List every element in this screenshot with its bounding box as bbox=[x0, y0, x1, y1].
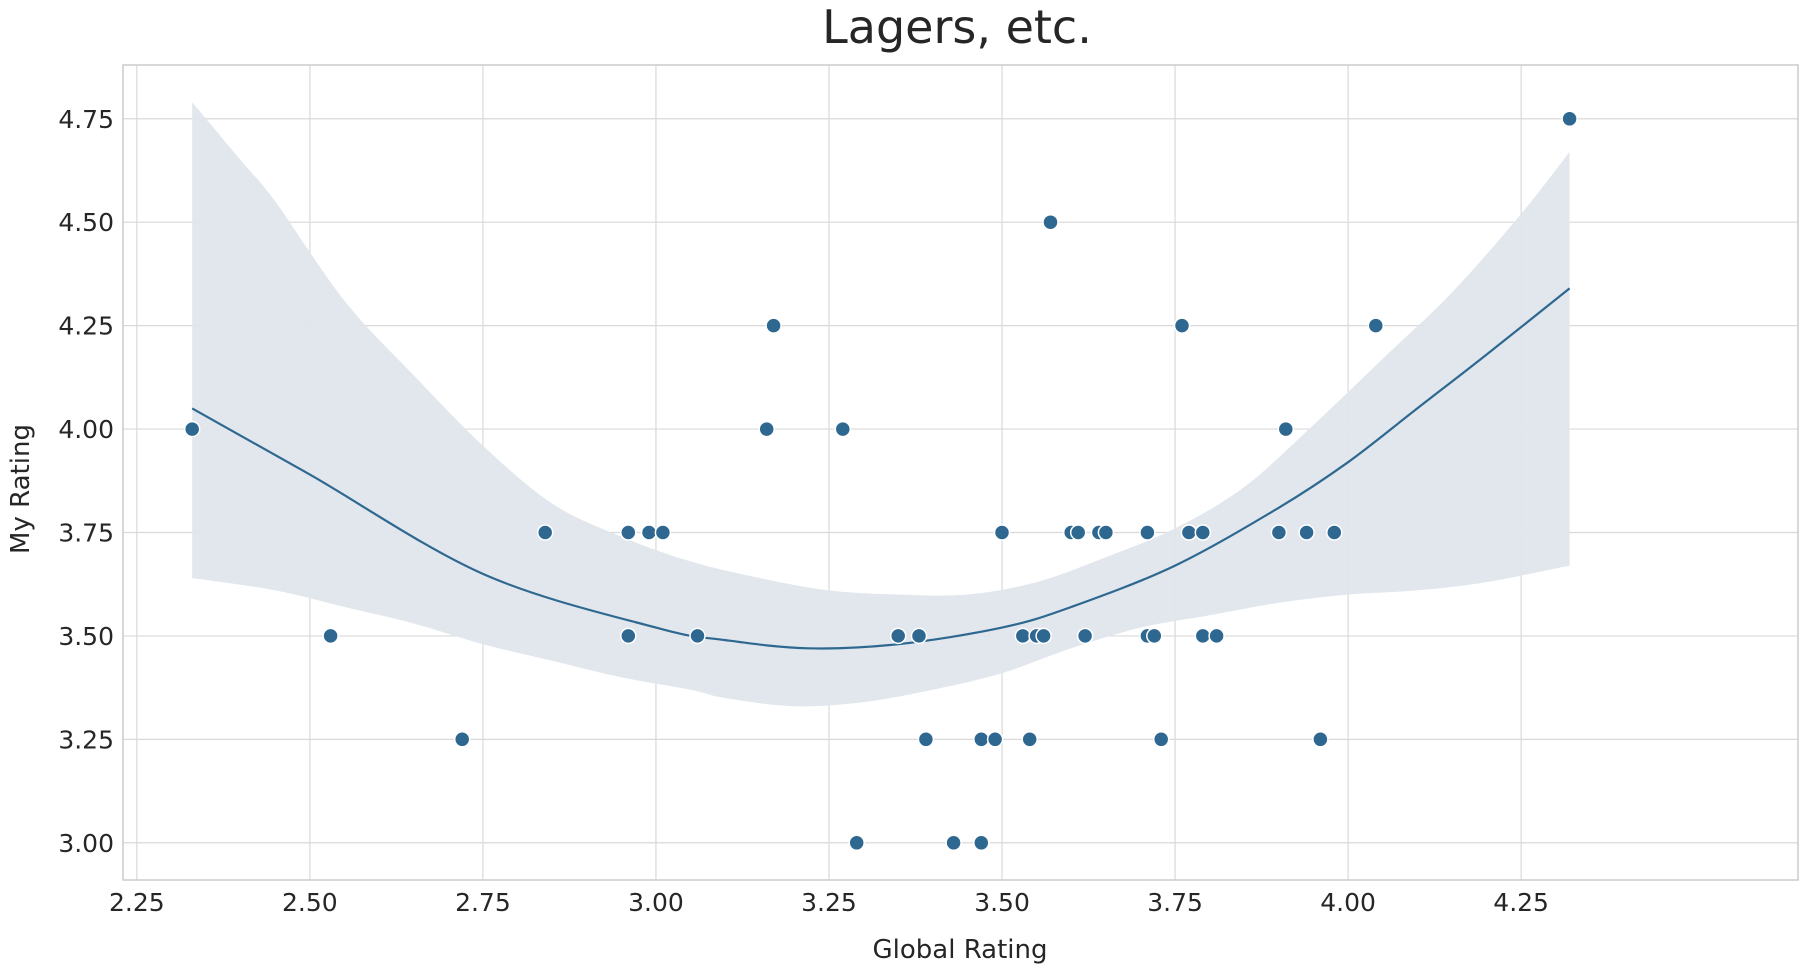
regression-line bbox=[191, 287, 1571, 650]
y-tick-label: 3.50 bbox=[58, 622, 114, 651]
y-tick-label: 3.25 bbox=[58, 725, 114, 754]
data-point bbox=[1069, 524, 1087, 541]
y-tick-label: 3.00 bbox=[58, 829, 114, 858]
data-point bbox=[1076, 627, 1094, 645]
data-point bbox=[1152, 731, 1170, 748]
data-point bbox=[1014, 627, 1032, 645]
data-point bbox=[1326, 524, 1343, 541]
data-point bbox=[640, 524, 658, 541]
confidence-band bbox=[192, 102, 1570, 707]
data-point bbox=[1312, 731, 1329, 748]
y-tick-label: 4.00 bbox=[58, 415, 114, 444]
data-point bbox=[453, 731, 471, 748]
data-point bbox=[889, 627, 907, 645]
x-tick-label: 2.50 bbox=[282, 888, 338, 917]
data-point bbox=[1139, 524, 1156, 541]
x-tick-label: 3.75 bbox=[1147, 888, 1203, 917]
data-point bbox=[1035, 627, 1052, 645]
data-point bbox=[1146, 627, 1163, 645]
data-point bbox=[993, 524, 1011, 541]
plot-frame bbox=[122, 64, 1799, 881]
data-point bbox=[1561, 110, 1578, 128]
data-point bbox=[1097, 524, 1115, 541]
x-tick-label: 2.25 bbox=[109, 888, 165, 917]
y-tick-labels: 3.00 3.25 3.50 3.75 4.00 4.25 4.50 4.75 bbox=[58, 105, 114, 858]
data-point bbox=[945, 834, 962, 852]
y-tick-label: 4.25 bbox=[58, 312, 114, 341]
data-point bbox=[1042, 213, 1059, 231]
y-axis-label: My Rating bbox=[6, 424, 36, 554]
data-point bbox=[1194, 627, 1212, 645]
data-point bbox=[1208, 627, 1225, 645]
data-point bbox=[1194, 524, 1212, 541]
x-tick-label: 4.25 bbox=[1493, 888, 1549, 917]
chart-title: Lagers, etc. bbox=[822, 0, 1092, 54]
x-axis-label: Global Rating bbox=[872, 935, 1047, 965]
data-point bbox=[654, 524, 672, 541]
x-tick-labels: 2.25 2.50 2.75 3.00 3.25 3.50 3.75 4.00 4.25 bbox=[109, 888, 1549, 917]
data-point bbox=[689, 627, 706, 645]
data-points bbox=[183, 110, 1578, 852]
x-tick-label: 4.00 bbox=[1320, 888, 1376, 917]
y-tick-label: 4.50 bbox=[58, 208, 114, 237]
x-tick-label: 2.75 bbox=[455, 888, 511, 917]
data-point bbox=[1021, 731, 1038, 748]
data-point bbox=[848, 834, 865, 852]
data-point bbox=[322, 627, 339, 645]
data-point bbox=[620, 524, 637, 541]
x-tick-label: 3.50 bbox=[974, 888, 1030, 917]
data-point bbox=[973, 834, 990, 852]
data-point bbox=[536, 524, 554, 541]
data-point bbox=[758, 420, 775, 438]
data-point bbox=[765, 317, 782, 334]
data-point bbox=[620, 627, 637, 645]
data-point bbox=[834, 420, 852, 438]
data-point bbox=[910, 627, 928, 645]
data-point bbox=[986, 731, 1004, 748]
data-point bbox=[183, 420, 201, 438]
data-point bbox=[1298, 524, 1315, 541]
data-point bbox=[1367, 317, 1385, 334]
x-tick-label: 3.25 bbox=[801, 888, 857, 917]
data-point bbox=[1173, 317, 1191, 334]
data-point bbox=[1180, 524, 1198, 541]
y-tick-label: 3.75 bbox=[58, 518, 114, 547]
data-point bbox=[1277, 420, 1295, 438]
y-tick-label: 4.75 bbox=[58, 105, 114, 134]
data-point bbox=[917, 731, 935, 748]
data-point bbox=[1270, 524, 1288, 541]
data-point bbox=[973, 731, 990, 748]
x-tick-label: 3.00 bbox=[628, 888, 684, 917]
